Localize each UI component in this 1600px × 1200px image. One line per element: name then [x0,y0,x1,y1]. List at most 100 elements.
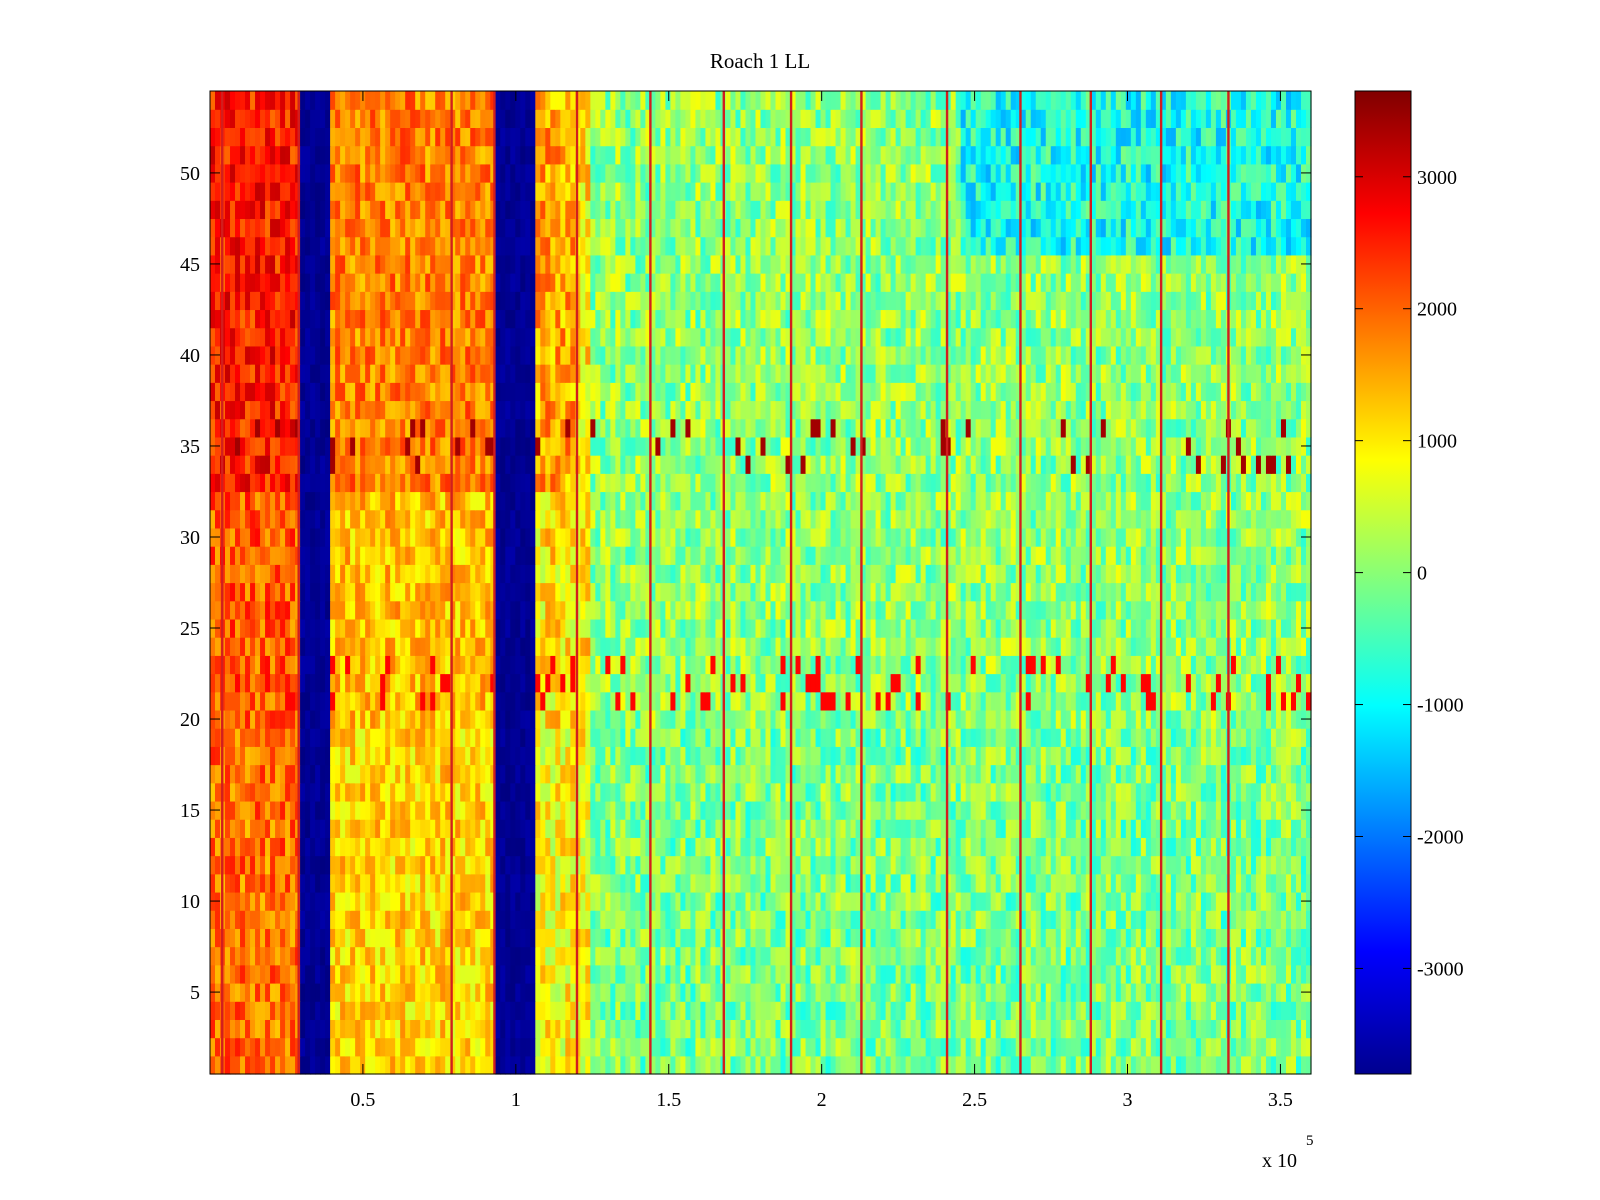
heatmap-cell [600,691,606,711]
heatmap-cell [455,673,461,693]
heatmap-cell [320,1001,326,1020]
heatmap-cell [430,1019,436,1039]
heatmap-cell [340,946,346,966]
heatmap-cell [320,673,326,693]
heatmap-cell [820,910,827,929]
heatmap-cell [1020,746,1027,766]
heatmap-cell [990,782,997,802]
heatmap-cell [670,910,677,929]
heatmap-cell [415,819,421,838]
heatmap-cell [960,709,967,729]
heatmap-cell [1205,1055,1212,1075]
heatmap-cell [250,728,256,747]
heatmap-cell [610,800,616,820]
heatmap-cell [475,691,481,711]
heatmap-cell [920,855,927,875]
heatmap-cell [1285,891,1292,911]
heatmap-cell [570,800,576,820]
heatmap-cell [285,800,291,820]
heatmap-cell [1055,855,1062,875]
heatmap-cell [650,800,656,820]
heatmap-cell [235,746,241,766]
heatmap-cell [455,800,461,820]
heatmap-cell [495,655,501,675]
heatmap-cell [930,964,937,984]
heatmap-cell [945,746,952,766]
heatmap-cell [485,728,491,747]
heatmap-cell [885,964,892,984]
heatmap-cell [310,855,316,875]
heatmap-cell [345,964,351,984]
heatmap-cell [440,655,446,675]
heatmap-cell [900,709,907,729]
heatmap-cell [1295,910,1302,929]
heatmap-cell [625,764,631,784]
heatmap-cell [895,873,902,893]
heatmap-cell [500,655,506,675]
heatmap-cell [570,782,576,802]
heatmap-cell [255,1001,261,1020]
heatmap-cell [840,982,847,1002]
heatmap-cell [1240,691,1247,711]
heatmap-cell [610,873,616,893]
heatmap-cell [705,928,712,948]
heatmap-cell [530,1019,536,1039]
heatmap-cell [595,655,601,675]
heatmap-cell [435,1055,441,1075]
heatmap-cell [1240,837,1247,857]
heatmap-cell [980,728,987,747]
heatmap-cell [980,1037,987,1057]
heatmap-cell [430,982,436,1002]
heatmap-cell [265,782,271,802]
heatmap-cell [890,1001,897,1020]
heatmap-cell [590,709,596,729]
heatmap-cell [640,837,646,857]
heatmap-cell [355,928,361,948]
heatmap-cell [260,691,266,711]
heatmap-cell [530,982,536,1002]
heatmap-cell [925,1055,932,1075]
heatmap-cell [955,1019,962,1039]
heatmap-cell [1265,1001,1272,1020]
heatmap-cell [1140,928,1147,948]
heatmap-cell [910,891,917,911]
heatmap-cell [680,673,687,693]
heatmap-cell [925,837,932,857]
heatmap-cell [585,782,591,802]
heatmap-cell [910,764,917,784]
heatmap-cell [875,855,882,875]
heatmap-cell [715,837,722,857]
heatmap-cell [210,1037,216,1057]
heatmap-cell [975,709,982,729]
heatmap-cell [615,964,621,984]
heatmap-cell [1030,746,1037,766]
heatmap-cell [1280,855,1287,875]
heatmap-cell [655,982,661,1002]
heatmap-cell [835,1019,842,1039]
heatmap-cell [490,1019,496,1039]
heatmap-cell [1105,837,1112,857]
heatmap-cell [620,910,626,929]
heatmap-cell [225,764,231,784]
heatmap-cell [340,1037,346,1057]
heatmap-cell [340,982,346,1002]
heatmap-cell [725,709,732,729]
heatmap-cell [355,691,361,711]
heatmap-cell [775,1055,782,1075]
heatmap-cell [1230,837,1237,857]
heatmap-cell [500,1037,506,1057]
heatmap-cell [1210,709,1217,729]
heatmap-cell [825,782,832,802]
heatmap-cell [1045,1019,1052,1039]
heatmap-cell [525,982,531,1002]
heatmap-cell [905,1055,912,1075]
heatmap-cell [410,764,416,784]
heatmap-cell [375,728,381,747]
heatmap-cell [1065,764,1072,784]
heatmap-cell [1015,728,1022,747]
heatmap-cell [595,928,601,948]
heatmap-cell [880,764,887,784]
heatmap-cell [890,655,897,675]
heatmap-cell [930,910,937,929]
heatmap-cell [740,855,747,875]
